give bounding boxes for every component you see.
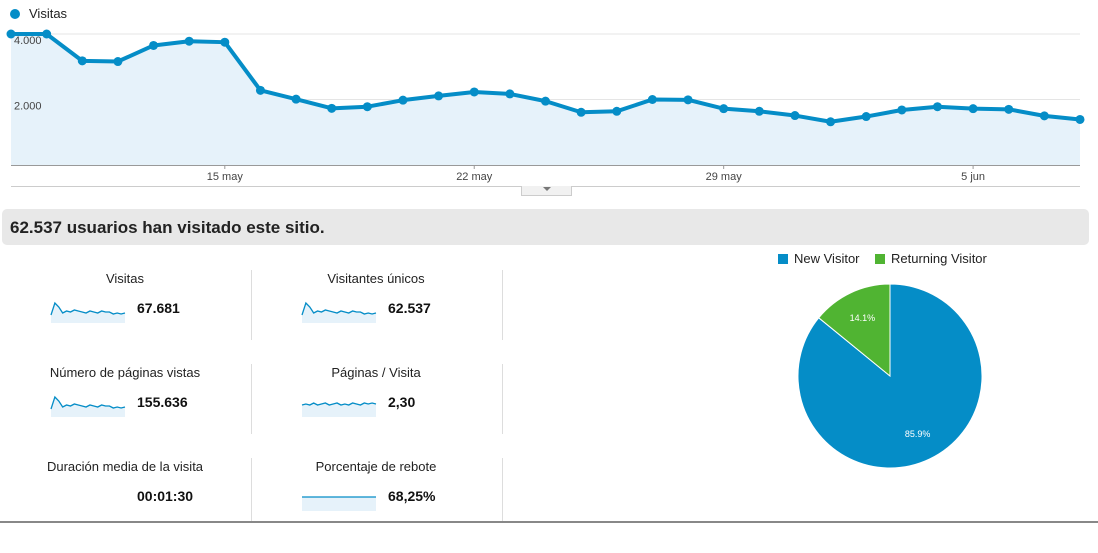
pie-legend-returning: Returning Visitor [875,251,987,266]
sparkline [302,496,376,511]
sparkline-line [301,402,377,406]
pie-slice-label: 14.1% [850,313,876,323]
pie-slice-label: 85.9% [905,429,931,439]
data-point[interactable] [541,96,550,106]
pie-legend-new-label: New Visitor [794,251,860,266]
metric-label: Porcentaje de rebote [315,459,437,474]
metric-label: Duración media de la visita [46,459,204,474]
data-point[interactable] [434,91,444,101]
data-point[interactable] [1004,104,1014,114]
chevron-down-icon [543,187,551,191]
data-point[interactable] [184,36,194,46]
data-point[interactable] [647,95,657,104]
sparkline [50,301,126,323]
data-point[interactable] [77,56,87,66]
data-point[interactable] [861,112,871,122]
data-point[interactable] [398,95,408,105]
data-point[interactable] [576,107,586,117]
metric-label: Páginas / Visita [331,365,421,380]
data-point[interactable] [719,104,729,114]
sparkline-line [50,395,126,410]
data-point[interactable] [683,95,693,105]
data-point[interactable] [612,106,622,116]
visitor-type-pie-chart: 85.9% 14.1% [797,283,983,469]
metric-duracion-media: Duración media de la visita 00:01:30 [0,459,250,553]
metric-value: 67.681 [137,300,180,316]
sparkline-fill [302,403,376,417]
data-point[interactable] [790,111,800,121]
metric-visitas: Visitas 67.681 [0,271,250,365]
sparkline-fill [302,497,376,511]
pie-slice-returning-visitor[interactable] [818,283,891,378]
metric-label: Visitantes únicos [327,271,425,286]
data-point[interactable] [469,87,479,97]
sparkline-line [50,301,126,316]
metric-porcentaje-rebote: Porcentaje de rebote 68,25% [251,459,501,553]
x-tick-label: 22 may [456,171,493,183]
sparkline [50,485,126,511]
divider [251,458,252,522]
data-point[interactable] [149,40,159,50]
visits-line-chart: 4.000 2.000 15 may 22 may 29 may 5 jun [6,29,1085,187]
divider [502,270,503,340]
summary-bar: 62.537 usuarios han visitado este sitio. [2,209,1089,245]
main-chart-legend: Visitas [10,6,67,21]
bottom-border [0,521,1098,523]
new-visitor-swatch-icon [778,253,788,264]
data-point[interactable] [362,102,372,112]
data-point[interactable] [42,29,52,39]
metric-value: 2,30 [388,394,416,410]
sparkline-fill [51,397,125,417]
data-point[interactable] [826,117,836,127]
visits-legend-dot-icon [10,8,20,19]
divider [251,364,252,434]
metric-label: Visitas [105,271,145,286]
chart-expand-toggle[interactable] [521,186,572,196]
y-tick-label: 2.000 [14,101,42,113]
metric-value: 155.636 [137,394,188,410]
x-tick-label: 29 may [706,171,743,183]
visits-legend-label: Visitas [29,6,68,21]
returning-visitor-swatch-icon [875,253,885,264]
data-point[interactable] [220,37,230,47]
data-point[interactable] [327,103,337,113]
metric-paginas-por-visita: Páginas / Visita 2,30 [251,365,501,459]
data-point[interactable] [968,104,978,114]
sparkline [301,301,377,323]
data-point[interactable] [291,94,301,104]
pie-legend-returning-label: Returning Visitor [891,251,987,266]
divider [251,270,252,340]
data-point[interactable] [6,29,16,39]
metric-paginas-vistas: Número de páginas vistas 155.636 [0,365,250,459]
data-point[interactable] [505,89,515,99]
metric-value: 62.537 [388,300,431,316]
y-tick-label: 4.000 [14,35,42,47]
sparkline-line [301,301,377,316]
data-point[interactable] [255,85,265,95]
sparkline-fill [51,303,125,323]
data-point[interactable] [1039,111,1049,121]
sparkline [301,402,377,417]
summary-text: 62.537 usuarios han visitado este sitio. [10,218,325,237]
sparkline [50,395,126,417]
pie-slice-new-visitor[interactable] [797,283,983,469]
metric-value: 68,25% [388,488,436,504]
pie-legend-new: New Visitor [778,251,860,266]
divider [502,458,503,522]
x-tick-label: 5 jun [961,171,985,183]
data-point[interactable] [1075,114,1085,124]
data-point[interactable] [897,105,907,115]
metric-label: Número de páginas vistas [49,365,201,380]
metric-value: 00:01:30 [137,488,194,504]
metric-visitantes-unicos: Visitantes únicos 62.537 [251,271,501,365]
divider [502,364,503,434]
series-area [11,34,1080,165]
sparkline-fill [302,303,376,323]
data-point[interactable] [754,106,764,116]
data-point[interactable] [113,57,123,67]
data-point[interactable] [932,102,942,112]
x-tick-label: 15 may [207,171,244,183]
